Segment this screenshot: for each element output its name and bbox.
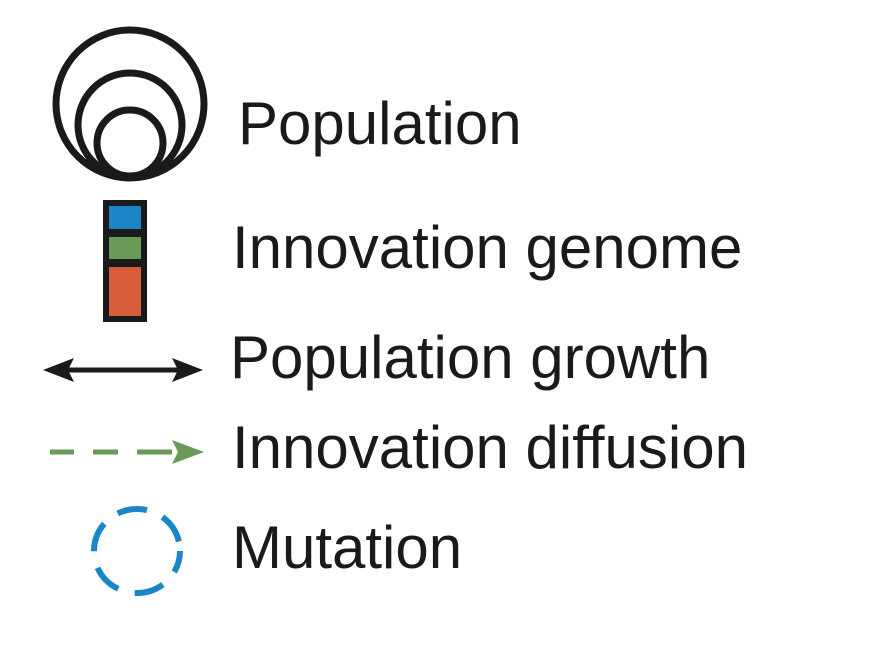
double-arrow-icon	[40, 352, 206, 388]
legend-label-innovation-diffusion: Innovation diffusion	[232, 414, 748, 481]
legend-label-mutation: Mutation	[232, 514, 463, 581]
stacked-blocks-icon	[100, 197, 150, 325]
legend-label-population: Population	[238, 90, 522, 157]
legend-label-innovation-genome: Innovation genome	[232, 214, 743, 281]
dashed-circle-icon	[88, 503, 188, 599]
legend-label-population-growth: Population growth	[230, 324, 711, 391]
dashed-arrow-icon	[44, 436, 208, 468]
nested-circles-icon	[52, 26, 212, 186]
